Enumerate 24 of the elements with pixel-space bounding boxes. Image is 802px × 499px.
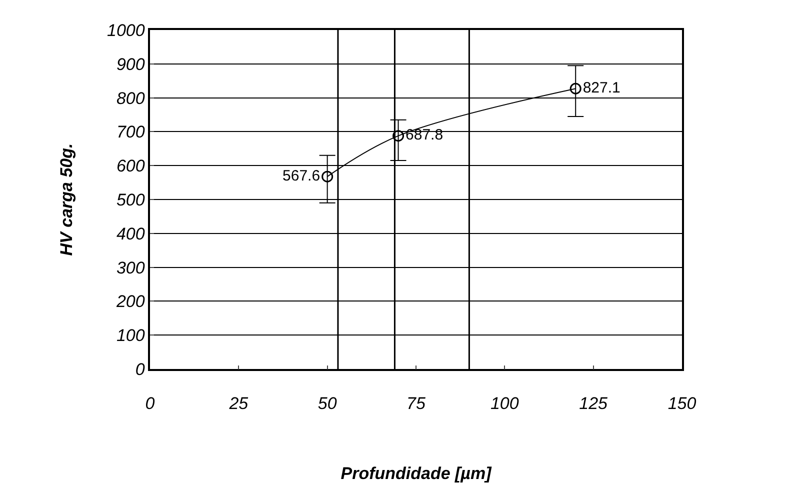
x-tick-label: 25 bbox=[228, 394, 249, 414]
x-tick-label: 100 bbox=[490, 394, 520, 414]
y-axis-title: HV carga 50g. bbox=[57, 143, 76, 256]
y-tick-label: 300 bbox=[116, 258, 146, 278]
x-tick-label: 150 bbox=[668, 394, 697, 414]
point bbox=[322, 170, 334, 182]
y-tick-label: 1000 bbox=[107, 20, 146, 40]
y-tick-label: 800 bbox=[116, 88, 146, 108]
y-tick-label: 200 bbox=[115, 292, 146, 312]
x-axis-title: Profundidade [µm] bbox=[340, 464, 493, 484]
y-tick-label: 400 bbox=[116, 224, 146, 244]
x-tick-label: 75 bbox=[406, 394, 426, 414]
data-label: 567.6 bbox=[282, 167, 320, 184]
y-tick-label: 100 bbox=[116, 326, 146, 346]
y-tick-label: 0 bbox=[135, 360, 146, 379]
point bbox=[392, 130, 404, 142]
point bbox=[570, 82, 582, 94]
y-tick-label: 700 bbox=[116, 122, 146, 142]
x-tick-label: 50 bbox=[318, 394, 338, 414]
data-label: 827.1 bbox=[582, 79, 620, 96]
y-tick-label: 500 bbox=[116, 190, 146, 210]
x-tick-label: 125 bbox=[579, 394, 608, 414]
y-tick-label: 600 bbox=[116, 156, 146, 176]
y-tick-label: 900 bbox=[116, 54, 146, 74]
